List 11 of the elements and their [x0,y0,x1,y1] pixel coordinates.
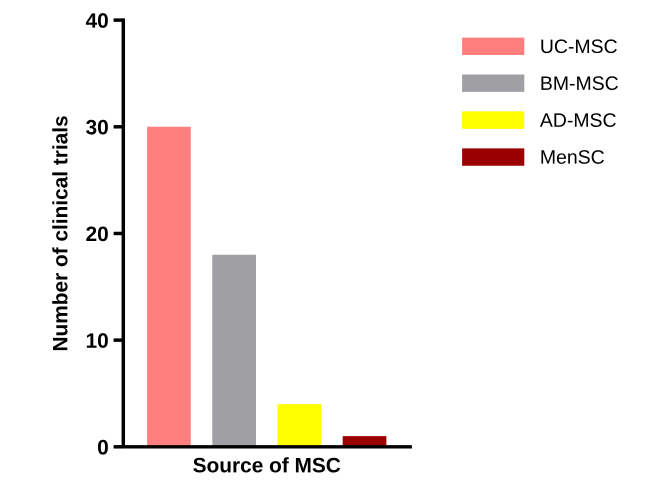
y-tick-label: 30 [86,120,108,135]
y-tick-label: 40 [86,13,108,28]
legend-label: MenSC [541,150,604,164]
legend-label: UC-MSC [541,39,617,54]
y-tick-label: 0 [98,440,108,455]
x-axis-title: Source of MSC [193,457,340,473]
y-tick-label: 10 [86,333,108,348]
legend-label: AD-MSC [540,113,616,127]
y-axis-title: Number of clinical trials [52,116,68,350]
legend-label: BM-MSC [541,76,618,90]
y-tick-label: 20 [86,226,108,242]
